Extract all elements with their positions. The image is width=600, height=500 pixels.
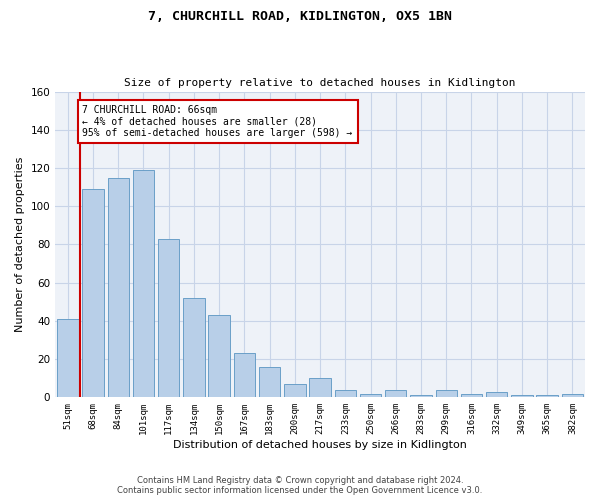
Bar bbox=[158, 238, 179, 398]
Bar bbox=[436, 390, 457, 398]
Bar bbox=[310, 378, 331, 398]
Text: 7 CHURCHILL ROAD: 66sqm
← 4% of detached houses are smaller (28)
95% of semi-det: 7 CHURCHILL ROAD: 66sqm ← 4% of detached… bbox=[82, 105, 353, 138]
Bar bbox=[410, 396, 432, 398]
Bar bbox=[360, 394, 381, 398]
Bar bbox=[107, 178, 129, 398]
Bar bbox=[133, 170, 154, 398]
Text: 7, CHURCHILL ROAD, KIDLINGTON, OX5 1BN: 7, CHURCHILL ROAD, KIDLINGTON, OX5 1BN bbox=[148, 10, 452, 23]
Bar bbox=[284, 384, 305, 398]
Bar bbox=[208, 315, 230, 398]
Bar bbox=[461, 394, 482, 398]
Y-axis label: Number of detached properties: Number of detached properties bbox=[15, 157, 25, 332]
X-axis label: Distribution of detached houses by size in Kidlington: Distribution of detached houses by size … bbox=[173, 440, 467, 450]
Bar bbox=[233, 354, 255, 398]
Bar bbox=[536, 396, 558, 398]
Bar bbox=[562, 394, 583, 398]
Bar bbox=[486, 392, 508, 398]
Bar bbox=[57, 319, 79, 398]
Title: Size of property relative to detached houses in Kidlington: Size of property relative to detached ho… bbox=[124, 78, 516, 88]
Bar bbox=[82, 189, 104, 398]
Bar bbox=[183, 298, 205, 398]
Bar bbox=[511, 396, 533, 398]
Bar bbox=[259, 367, 280, 398]
Text: Contains HM Land Registry data © Crown copyright and database right 2024.
Contai: Contains HM Land Registry data © Crown c… bbox=[118, 476, 482, 495]
Bar bbox=[335, 390, 356, 398]
Bar bbox=[385, 390, 406, 398]
